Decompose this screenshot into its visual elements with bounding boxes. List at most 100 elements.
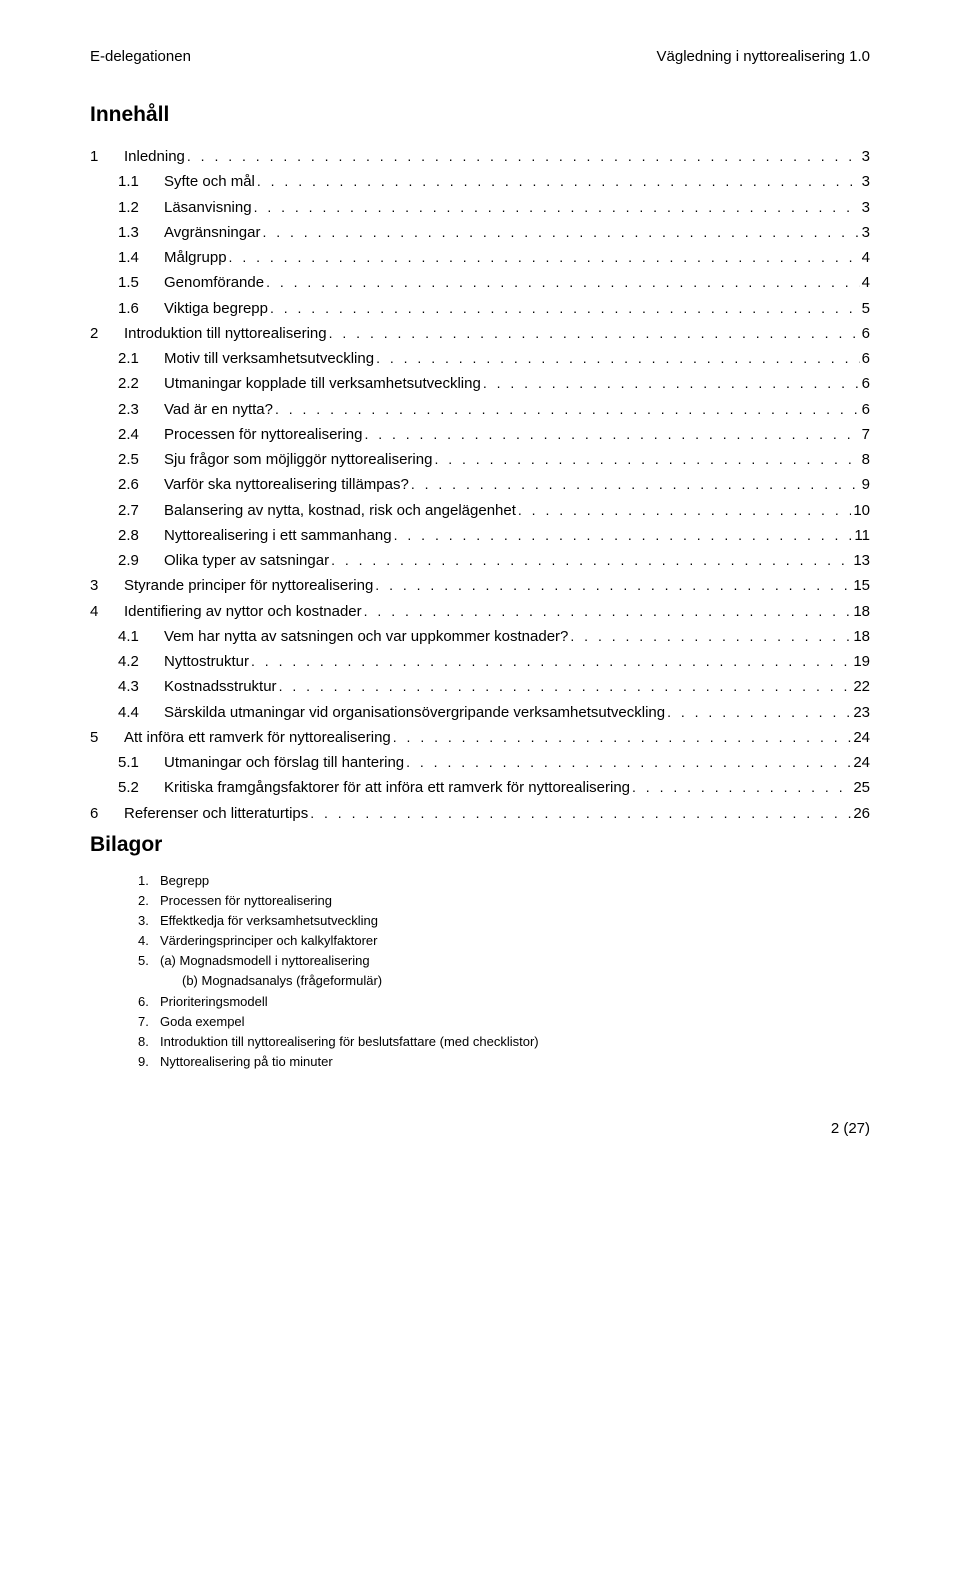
toc-page-number: 7 [862, 423, 870, 446]
toc-page-number: 8 [862, 448, 870, 471]
toc-number: 6 [90, 802, 118, 825]
bilaga-number: 5. [138, 951, 160, 971]
toc-entry: 2.2Utmaningar kopplade till verksamhetsu… [90, 372, 870, 395]
toc-leader-dots: . . . . . . . . . . . . . . . . . . . . … [393, 727, 852, 749]
toc-page-number: 9 [862, 473, 870, 496]
toc-title: Att införa ett ramverk för nyttorealiser… [124, 726, 391, 749]
toc-page-number: 15 [853, 574, 870, 597]
toc-title: Viktiga begrepp [164, 297, 268, 320]
toc-leader-dots: . . . . . . . . . . . . . . . . . . . . … [667, 702, 851, 724]
toc-page-number: 23 [853, 701, 870, 724]
toc-title: Vem har nytta av satsningen och var uppk… [164, 625, 568, 648]
toc-page-number: 10 [853, 499, 870, 522]
toc-entry: 2.5Sju frågor som möjliggör nyttorealise… [90, 448, 870, 471]
toc-page-number: 6 [862, 322, 870, 345]
bilaga-item: 2.Processen för nyttorealisering [90, 891, 870, 911]
toc-page-number: 26 [853, 802, 870, 825]
bilaga-item: 9.Nyttorealisering på tio minuter [90, 1052, 870, 1072]
bilaga-text: Värderingsprinciper och kalkylfaktorer [160, 933, 377, 948]
toc-title: Utmaningar och förslag till hantering [164, 751, 404, 774]
toc-title: Styrande principer för nyttorealisering [124, 574, 373, 597]
toc-title: Motiv till verksamhetsutveckling [164, 347, 374, 370]
toc-leader-dots: . . . . . . . . . . . . . . . . . . . . … [406, 752, 851, 774]
toc-number: 4.3 [118, 675, 158, 698]
toc-number: 4 [90, 600, 118, 623]
toc-number: 1.2 [118, 196, 158, 219]
toc-title: Särskilda utmaningar vid organisationsöv… [164, 701, 665, 724]
toc-entry: 2.9Olika typer av satsningar. . . . . . … [90, 549, 870, 572]
toc-list: 1Inledning. . . . . . . . . . . . . . . … [90, 145, 870, 825]
toc-number: 2 [90, 322, 118, 345]
toc-number: 2.2 [118, 372, 158, 395]
toc-page-number: 6 [862, 398, 870, 421]
page-footer: 2 (27) [90, 1120, 870, 1137]
toc-leader-dots: . . . . . . . . . . . . . . . . . . . . … [329, 323, 860, 345]
toc-leader-dots: . . . . . . . . . . . . . . . . . . . . … [364, 424, 859, 446]
bilaga-item: 6.Prioriteringsmodell [90, 992, 870, 1012]
toc-entry: 5 Att införa ett ramverk för nyttorealise… [90, 726, 870, 749]
toc-leader-dots: . . . . . . . . . . . . . . . . . . . . … [266, 272, 860, 294]
toc-number: 2.3 [118, 398, 158, 421]
bilaga-text: Prioriteringsmodell [160, 994, 268, 1009]
toc-title: Läsanvisning [164, 196, 252, 219]
toc-number: 1.3 [118, 221, 158, 244]
toc-entry: 1.5Genomförande. . . . . . . . . . . . .… [90, 271, 870, 294]
bilaga-item: 3.Effektkedja för verksamhetsutveckling [90, 911, 870, 931]
toc-leader-dots: . . . . . . . . . . . . . . . . . . . . … [257, 171, 860, 193]
toc-leader-dots: . . . . . . . . . . . . . . . . . . . . … [331, 550, 851, 572]
toc-title: Genomförande [164, 271, 264, 294]
toc-number: 1.6 [118, 297, 158, 320]
toc-number: 2.5 [118, 448, 158, 471]
toc-number: 2.8 [118, 524, 158, 547]
bilagor-list: 1.Begrepp2.Processen för nyttorealiserin… [90, 871, 870, 1072]
header-right: Vägledning i nyttorealisering 1.0 [657, 48, 870, 65]
bilaga-item: 7.Goda exempel [90, 1012, 870, 1032]
toc-title: Målgrupp [164, 246, 227, 269]
toc-leader-dots: . . . . . . . . . . . . . . . . . . . . … [434, 449, 859, 471]
toc-page-number: 18 [853, 625, 870, 648]
bilaga-text: Processen för nyttorealisering [160, 893, 332, 908]
bilaga-text: Introduktion till nyttorealisering för b… [160, 1034, 539, 1049]
toc-page-number: 6 [862, 372, 870, 395]
toc-heading: Innehåll [90, 103, 870, 127]
bilaga-item: 4.Värderingsprinciper och kalkylfaktorer [90, 931, 870, 951]
bilaga-subtext: (b) Mognadsanalys (frågeformulär) [90, 971, 870, 991]
toc-title: Avgränsningar [164, 221, 260, 244]
toc-page-number: 3 [862, 145, 870, 168]
page-header: E-delegationen Vägledning i nyttorealise… [90, 48, 870, 65]
toc-leader-dots: . . . . . . . . . . . . . . . . . . . . … [275, 399, 860, 421]
toc-page-number: 3 [862, 170, 870, 193]
toc-leader-dots: . . . . . . . . . . . . . . . . . . . . … [375, 575, 851, 597]
toc-entry: 4Identifiering av nyttor och kostnader. … [90, 600, 870, 623]
toc-page-number: 3 [862, 221, 870, 244]
toc-title: Referenser och litteraturtips [124, 802, 308, 825]
toc-number: 5 [90, 726, 118, 749]
bilaga-text: Begrepp [160, 873, 209, 888]
toc-title: Nyttostruktur [164, 650, 249, 673]
bilaga-number: 2. [138, 891, 160, 911]
toc-leader-dots: . . . . . . . . . . . . . . . . . . . . … [310, 803, 851, 825]
toc-number: 4.2 [118, 650, 158, 673]
toc-page-number: 18 [853, 600, 870, 623]
toc-leader-dots: . . . . . . . . . . . . . . . . . . . . … [364, 601, 852, 623]
toc-entry: 2.8Nyttorealisering i ett sammanhang. . … [90, 524, 870, 547]
toc-page-number: 13 [853, 549, 870, 572]
toc-title: Syfte och mål [164, 170, 255, 193]
bilaga-number: 7. [138, 1012, 160, 1032]
toc-entry: 1.4Målgrupp. . . . . . . . . . . . . . .… [90, 246, 870, 269]
bilaga-text: Goda exempel [160, 1014, 245, 1029]
toc-page-number: 4 [862, 271, 870, 294]
toc-entry: 1.6Viktiga begrepp. . . . . . . . . . . … [90, 297, 870, 320]
toc-number: 2.7 [118, 499, 158, 522]
toc-title: Introduktion till nyttorealisering [124, 322, 327, 345]
header-left: E-delegationen [90, 48, 191, 65]
toc-leader-dots: . . . . . . . . . . . . . . . . . . . . … [483, 373, 860, 395]
toc-leader-dots: . . . . . . . . . . . . . . . . . . . . … [376, 348, 860, 370]
toc-leader-dots: . . . . . . . . . . . . . . . . . . . . … [254, 197, 860, 219]
toc-title: Inledning [124, 145, 185, 168]
bilaga-text: Effektkedja för verksamhetsutveckling [160, 913, 378, 928]
toc-number: 2.4 [118, 423, 158, 446]
toc-entry: 6 Referenser och litteraturtips. . . . . … [90, 802, 870, 825]
toc-entry: 4.1Vem har nytta av satsningen och var u… [90, 625, 870, 648]
toc-page-number: 6 [862, 347, 870, 370]
